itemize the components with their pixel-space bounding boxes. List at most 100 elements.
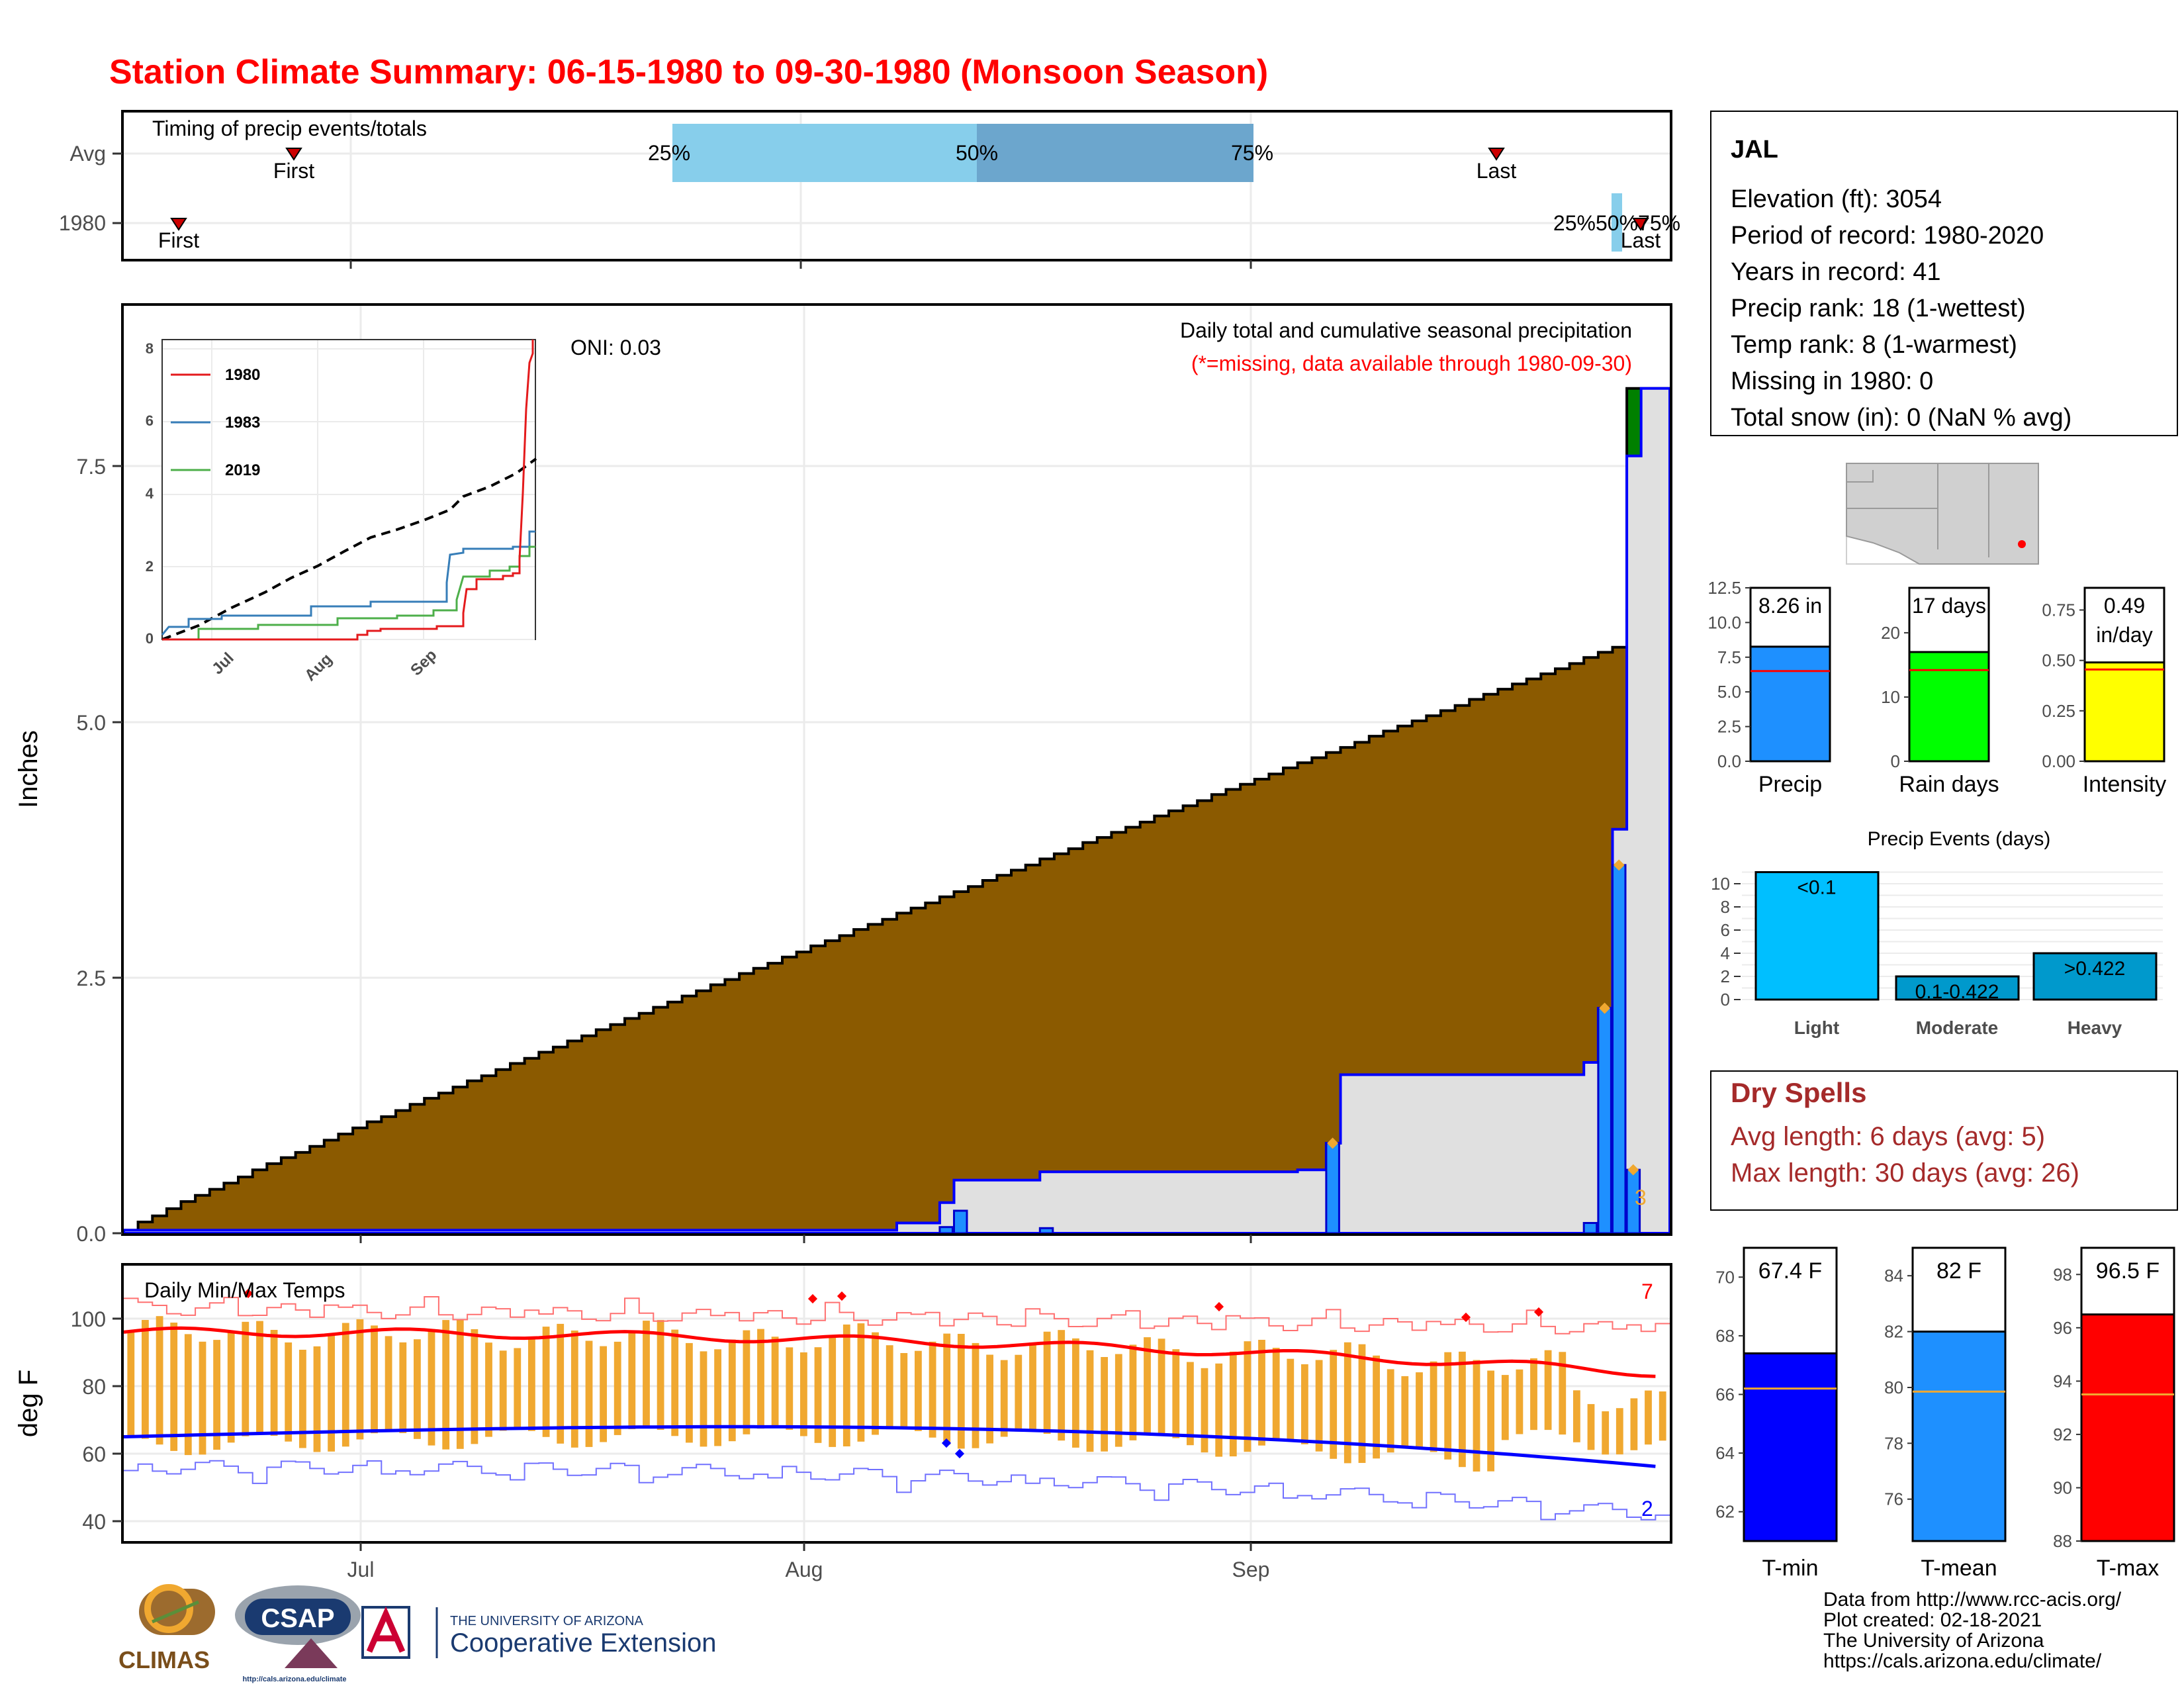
- footer-url: https://cals.arizona.edu/climate/: [1823, 1650, 2102, 1672]
- daily-temp-bar: [842, 1324, 850, 1446]
- daily-temp-bar: [628, 1330, 636, 1429]
- daily-temp-bar: [829, 1335, 837, 1447]
- temp-y-tick: 40: [82, 1510, 106, 1534]
- info-temp-rank: Temp rank: 8 (1-warmest): [1731, 331, 2017, 359]
- daily-temp-bar: [213, 1340, 220, 1450]
- daily-temp-bar: [514, 1348, 522, 1429]
- tmax-record-count: 7: [1641, 1280, 1653, 1303]
- dry-spells-box: Dry Spells Avg length: 6 days (avg: 5) M…: [1710, 1070, 2178, 1211]
- temp-summary-tick: 66: [1715, 1385, 1735, 1405]
- summary-bar-value: 17 days: [1912, 594, 1986, 618]
- daily-temp-bar: [1115, 1354, 1122, 1447]
- temp-summary-bars: 67.4 F 62 64 66 68 70 T-min 82 F 76 78 80 82 84 T-mea…: [1715, 1246, 2175, 1581]
- precip-desc: Daily total and cumulative seasonal prec…: [1180, 318, 1632, 342]
- footer-credits: Data from http://www.rcc-acis.org/ Plot …: [1823, 1589, 2122, 1672]
- summary-bar-tick: 2.5: [1717, 717, 1741, 737]
- summary-bar-tick: 12.5: [1707, 578, 1741, 598]
- daily-temp-bar: [313, 1346, 321, 1452]
- summary-bars: 8.26 in 0.0 2.5 5.0 7.5 10.0 12.5 Precip 17 days…: [1707, 578, 2166, 797]
- temp-summary-name: T-mean: [1921, 1556, 1997, 1581]
- summary-bar-intensity: 0.49 in/day 0.00 0.25 0.50 0.75 Intensity: [2042, 586, 2166, 797]
- daily-precip-bar: [938, 1226, 954, 1235]
- daily-temp-bar: [800, 1352, 807, 1436]
- daily-precip-bar: [1325, 1142, 1340, 1235]
- x-tick-sep: Sep: [1232, 1558, 1270, 1581]
- events-bar-light: <0.1 Light: [1754, 871, 1880, 1038]
- daily-temp-bar: [399, 1342, 407, 1433]
- temp-summary-tick: 76: [1884, 1489, 1903, 1509]
- y-tick: 2.5: [77, 966, 106, 990]
- events-y-tick: 4: [1721, 943, 1730, 963]
- daily-precip-marker: [1627, 1164, 1639, 1176]
- summary-bar-value: 8.26 in: [1758, 594, 1822, 618]
- station-location-map: [1846, 463, 2039, 565]
- temp-summary-fill: [1743, 1352, 1838, 1542]
- footer-data-source: Data from http://www.rcc-acis.org/: [1823, 1589, 2122, 1611]
- summary-bar-fill: [1749, 645, 1831, 763]
- summary-bar-tick: 0.25: [2042, 701, 2075, 721]
- record-tmin-line: [124, 1460, 1670, 1521]
- daily-temp-bar: [1215, 1363, 1223, 1457]
- daily-temp-bar: [528, 1337, 535, 1431]
- daily-temp-bar: [728, 1339, 736, 1442]
- daily-temp-bar: [1287, 1358, 1295, 1440]
- inset-y-tick: 0: [146, 630, 154, 647]
- daily-temp-bar: [1187, 1362, 1194, 1446]
- daily-temp-bar: [1000, 1360, 1008, 1437]
- temp-summary-tick: 98: [2053, 1264, 2072, 1284]
- daily-temp-bar: [428, 1329, 435, 1446]
- events-bar-label: 0.1-0.422: [1915, 981, 1999, 1003]
- daily-temp-bar: [771, 1336, 779, 1427]
- daily-temp-bar: [1072, 1338, 1079, 1448]
- year-row-label: 1980: [59, 211, 106, 235]
- x-tick-jul: Jul: [347, 1558, 375, 1581]
- year-quartile-bar: [1612, 193, 1622, 252]
- temp-summary-tick: 92: [2053, 1425, 2072, 1444]
- daily-temp-bar: [1387, 1369, 1394, 1453]
- daily-temp-bar: [1487, 1370, 1494, 1472]
- year-first-label: First: [158, 228, 199, 252]
- daily-temp-bar: [1229, 1351, 1237, 1457]
- events-bar-name: Moderate: [1916, 1017, 1998, 1038]
- daily-temp-bar: [242, 1321, 250, 1436]
- daily-precip-bar: [953, 1209, 968, 1235]
- temp-summary-value: 82 F: [1936, 1258, 1981, 1284]
- summary-bar-tick: 10: [1881, 687, 1900, 707]
- info-precip-rank: Precip rank: 18 (1-wettest): [1731, 295, 2026, 322]
- temp-summary-fill: [1911, 1331, 2007, 1542]
- summary-bar-tick: 5.0: [1717, 682, 1741, 702]
- daily-precip-markers: [1327, 859, 1639, 1176]
- daily-temp-bar: [1343, 1342, 1351, 1464]
- daily-temp-bar: [1473, 1360, 1480, 1472]
- daily-temp-bar: [1043, 1331, 1051, 1434]
- temp-summary-value: 96.5 F: [2096, 1258, 2160, 1284]
- daily-temp-bar: [1630, 1398, 1638, 1450]
- summary-bar-tick: 10.0: [1707, 612, 1741, 632]
- daily-temp-bar: [1144, 1337, 1151, 1436]
- inset-y-tick: 6: [146, 412, 154, 429]
- daily-precip-marker: [1613, 859, 1625, 871]
- events-bar-heavy: >0.422 Heavy: [2032, 952, 2158, 1038]
- info-years: Years in record: 41: [1731, 258, 1941, 286]
- temp-y-tick: 60: [82, 1442, 106, 1466]
- events-y-tick: 0: [1721, 990, 1730, 1009]
- events-bar-label: <0.1: [1797, 877, 1836, 899]
- events-y-tick: 6: [1721, 920, 1730, 940]
- daily-temp-bar: [542, 1327, 550, 1437]
- daily-temp-bar: [1587, 1404, 1595, 1450]
- daily-temp-bar: [341, 1323, 349, 1447]
- tmin-record-count: 2: [1641, 1497, 1653, 1521]
- daily-temp-bar: [1358, 1344, 1366, 1463]
- precip-events-chart: Precip Events (days) <0.1 Light 0.1-0.422 M…: [1711, 828, 2164, 1038]
- station-dot: [2018, 540, 2026, 548]
- summary-bar-tick: 0.00: [2042, 751, 2075, 771]
- events-bar-name: Heavy: [2068, 1017, 2122, 1038]
- daily-precip-bar: [1612, 864, 1627, 1235]
- summary-bar-precip: 8.26 in 0.0 2.5 5.0 7.5 10.0 12.5 Precip: [1707, 578, 1831, 797]
- daily-temp-bar: [1301, 1364, 1308, 1444]
- daily-temp-bar: [485, 1342, 492, 1437]
- inset-y-tick: 4: [146, 485, 154, 502]
- oni-label: ONI: 0.03: [570, 336, 661, 359]
- daily-temp-bar: [814, 1347, 822, 1443]
- precip-missing-note: (*=missing, data available through 1980-…: [1191, 352, 1632, 375]
